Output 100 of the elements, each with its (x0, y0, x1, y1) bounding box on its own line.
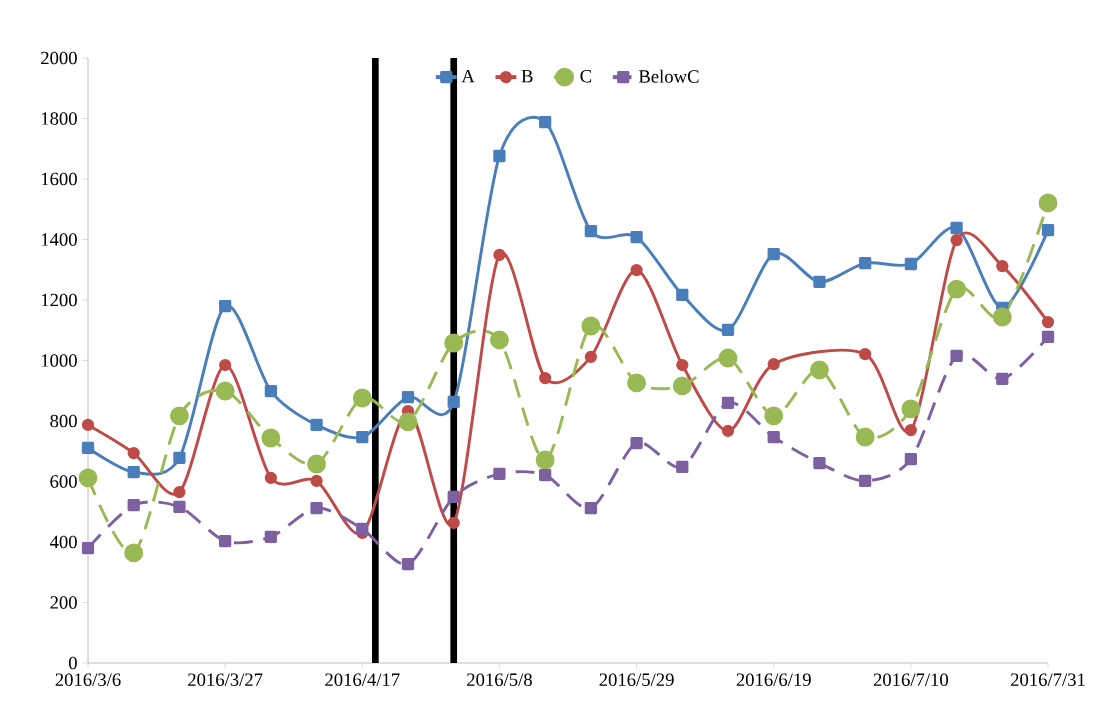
point (173, 500, 186, 514)
point (813, 456, 826, 470)
legend-label: A (461, 69, 475, 83)
point (539, 115, 552, 129)
point (627, 373, 647, 393)
point (310, 418, 323, 432)
point (718, 348, 738, 368)
point (904, 423, 918, 437)
point (630, 230, 643, 244)
x-tick-label: 2016/7/10 (873, 673, 949, 686)
point (401, 557, 415, 571)
point (950, 349, 963, 363)
point (264, 384, 277, 398)
point (767, 247, 780, 261)
point (127, 465, 140, 479)
point (264, 530, 277, 543)
point (947, 279, 967, 299)
point (173, 485, 186, 499)
point (169, 406, 189, 426)
point (447, 490, 460, 504)
x-tick-label: 2016/3/27 (188, 673, 263, 686)
point (855, 427, 875, 447)
point (219, 358, 232, 372)
point (124, 543, 144, 563)
legend-label: B (521, 69, 533, 83)
point (813, 275, 826, 288)
point (584, 350, 597, 363)
point (996, 372, 1009, 386)
point (904, 452, 918, 466)
y-tick-label: 1800 (41, 112, 77, 125)
point (1038, 193, 1058, 213)
point (401, 390, 415, 404)
point (676, 288, 689, 301)
y-tick-label: 200 (50, 596, 77, 609)
point (950, 221, 963, 235)
point (904, 257, 918, 271)
x-tick-label: 2016/3/6 (55, 673, 121, 686)
point (493, 467, 506, 481)
point (676, 358, 689, 372)
point (81, 541, 95, 555)
point (672, 376, 692, 396)
point (1041, 315, 1055, 329)
point (721, 396, 735, 409)
legend-label: C (580, 69, 592, 83)
point (215, 381, 235, 401)
point (859, 474, 872, 488)
point (584, 501, 597, 515)
point (219, 534, 232, 548)
point (764, 406, 784, 426)
point (356, 430, 369, 444)
point (219, 299, 232, 313)
y-tick-label: 1400 (41, 233, 77, 246)
point (264, 471, 277, 484)
point (127, 446, 140, 460)
point (444, 333, 464, 353)
x-tick-label: 2016/5/8 (467, 673, 532, 686)
point (493, 149, 506, 163)
point (493, 248, 506, 262)
y-tick-label: 1600 (41, 172, 77, 186)
y-tick-label: 600 (50, 475, 77, 488)
point (584, 224, 597, 238)
point (261, 428, 281, 448)
point (859, 348, 872, 361)
y-tick-label: 800 (50, 414, 77, 428)
y-tick-label: 1200 (41, 293, 77, 307)
point (307, 454, 327, 474)
point (127, 498, 140, 512)
point (398, 412, 418, 432)
point (310, 501, 323, 515)
point (81, 441, 95, 455)
y-tick-label: 1000 (41, 354, 77, 367)
point (809, 360, 829, 380)
point (78, 468, 98, 488)
point (81, 418, 95, 432)
point (1041, 223, 1055, 237)
point (447, 516, 460, 530)
point (447, 395, 460, 409)
point (630, 263, 643, 277)
x-tick-label: 2016/4/17 (325, 673, 400, 686)
point (992, 307, 1012, 327)
point (489, 330, 509, 350)
point (173, 451, 186, 465)
y-tick-label: 400 (49, 535, 77, 549)
point (535, 450, 555, 470)
point (676, 460, 689, 474)
point (539, 371, 552, 385)
point (630, 436, 643, 450)
point (721, 424, 735, 438)
legend-label: BelowC (638, 69, 699, 83)
point (901, 399, 921, 419)
point (950, 233, 963, 247)
point (356, 522, 369, 536)
x-tick-label: 2016/6/19 (736, 673, 811, 686)
point (1041, 330, 1055, 344)
point (767, 430, 780, 444)
point (721, 323, 735, 337)
y-tick-label: 2000 (41, 51, 77, 65)
x-tick-label: 2016/7/31 (1010, 673, 1085, 686)
x-tick-label: 2016/5/29 (599, 673, 674, 686)
point (859, 256, 872, 270)
